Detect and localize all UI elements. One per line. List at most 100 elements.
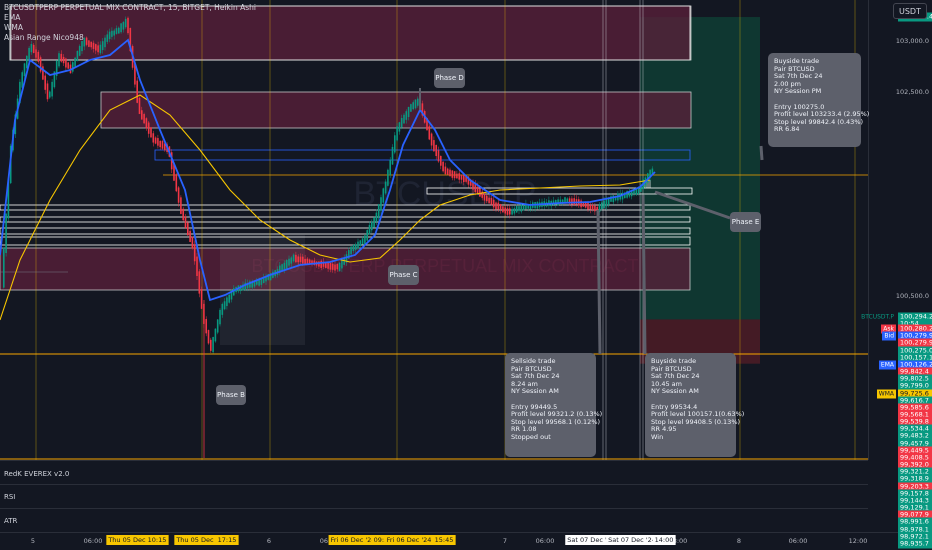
candle-body (49, 91, 51, 98)
candle-body (587, 202, 589, 210)
candle-body (279, 265, 281, 273)
price-label: 99,842.4 (898, 367, 932, 377)
candle-body (246, 283, 249, 289)
candle-body (230, 290, 233, 300)
candle-body (256, 279, 258, 285)
range-box (154, 149, 691, 161)
candle-body (53, 71, 56, 88)
candle-body (51, 81, 53, 97)
zone-box (100, 91, 692, 129)
candle-body (60, 53, 63, 62)
candle-body (308, 259, 311, 265)
ema-line (0, 38, 656, 302)
price-label: 100,294.2 (898, 312, 932, 322)
candle-body (104, 37, 106, 48)
rsi-panel[interactable]: RSI (0, 484, 868, 508)
candle-body (129, 27, 132, 52)
candle-body (85, 37, 88, 45)
legend-asian-range[interactable]: Asian Range Nico948 (4, 33, 84, 42)
candle-body (170, 152, 173, 170)
callout-pointer (654, 190, 731, 220)
candle-body (628, 191, 631, 197)
candle-body (591, 204, 594, 211)
candle-body (495, 202, 497, 210)
price-label: 99,449.5 (898, 446, 932, 456)
price-label: 99,203.3 (898, 482, 932, 492)
candle-body (108, 31, 111, 40)
candle-body (164, 143, 166, 151)
candle-body (414, 99, 417, 109)
callout-pointer (641, 194, 647, 355)
candle-body (453, 171, 456, 179)
callout-connectors (419, 88, 764, 355)
phase-b-label: Phase B (216, 385, 246, 405)
candle-body (336, 263, 339, 270)
candle-body (352, 244, 355, 252)
candle-body (152, 133, 155, 143)
time-tick: 7 (502, 537, 508, 545)
candle-body (292, 254, 295, 262)
candle-body (154, 137, 157, 144)
legend-ema[interactable]: EMA (4, 13, 21, 22)
price-label: 99,457.9 (898, 439, 932, 449)
atr-panel[interactable]: ATR (0, 508, 868, 532)
candle-body (637, 188, 640, 194)
candle-body (219, 309, 221, 325)
candle-body (607, 198, 610, 205)
candle-body (302, 256, 304, 264)
candle-body (189, 230, 191, 243)
price-label: 100,279.9 (898, 331, 932, 341)
candle-body (389, 159, 391, 176)
legend-symbol[interactable]: BTCUSDTPERP PERPETUAL MIX CONTRACT, 15, … (4, 3, 256, 12)
price-label: 99,568.1 (898, 410, 932, 420)
candle-body (603, 200, 605, 209)
evex-panel[interactable]: RedK EVEREX v2.0 (0, 460, 868, 484)
candle-body (630, 190, 633, 197)
candle-body (262, 277, 265, 283)
price-scale[interactable]: 103,000.0102,500.0100,500.0103,233.4100,… (861, 0, 932, 549)
candle-body (258, 279, 260, 286)
candle-body (483, 193, 486, 201)
candle-body (492, 199, 495, 208)
candle-body (377, 204, 380, 219)
candle-body (598, 204, 601, 213)
legend-wma[interactable]: WMA (4, 23, 24, 32)
currency-button[interactable]: USDT (893, 3, 927, 19)
candle-body (350, 246, 352, 255)
range-box (0, 236, 691, 246)
candle-body (193, 244, 196, 262)
candle-body (520, 204, 523, 212)
price-label: 99,616.7 (898, 396, 932, 406)
candle-body (198, 271, 201, 294)
candle-body (23, 63, 26, 77)
candle-body (509, 208, 511, 215)
candle-body (322, 261, 325, 267)
candle-body (147, 122, 150, 134)
candle-body (173, 163, 175, 181)
candle-body (21, 72, 23, 88)
price-label: 98,972.1 (898, 532, 932, 542)
candle-body (244, 282, 247, 290)
candle-body (348, 250, 350, 259)
time-tick: 06:00 (535, 537, 555, 545)
candle-body (582, 202, 585, 207)
candle-body (83, 38, 86, 47)
time-tick: 5 (30, 537, 36, 545)
zone-box (0, 247, 691, 291)
candle-body (214, 328, 217, 342)
candle-body (504, 207, 506, 214)
candle-body (260, 278, 263, 285)
candle-body (518, 206, 520, 211)
time-axis[interactable]: 5 06:00 6 06: 7 06:00 8:00 8 06:00 12:00 Thu 05 De… (0, 532, 932, 550)
candle-body (297, 256, 299, 263)
phase-e-label: Phase E (730, 212, 761, 232)
zone-box (10, 5, 692, 61)
candle-body (290, 257, 293, 264)
price-label: 99,483.2 (898, 431, 932, 441)
candle-body (253, 280, 256, 287)
price-label: 99,585.6 (898, 403, 932, 413)
supply-demand-zones (0, 5, 760, 364)
phase-c-label: Phase C (388, 265, 419, 285)
